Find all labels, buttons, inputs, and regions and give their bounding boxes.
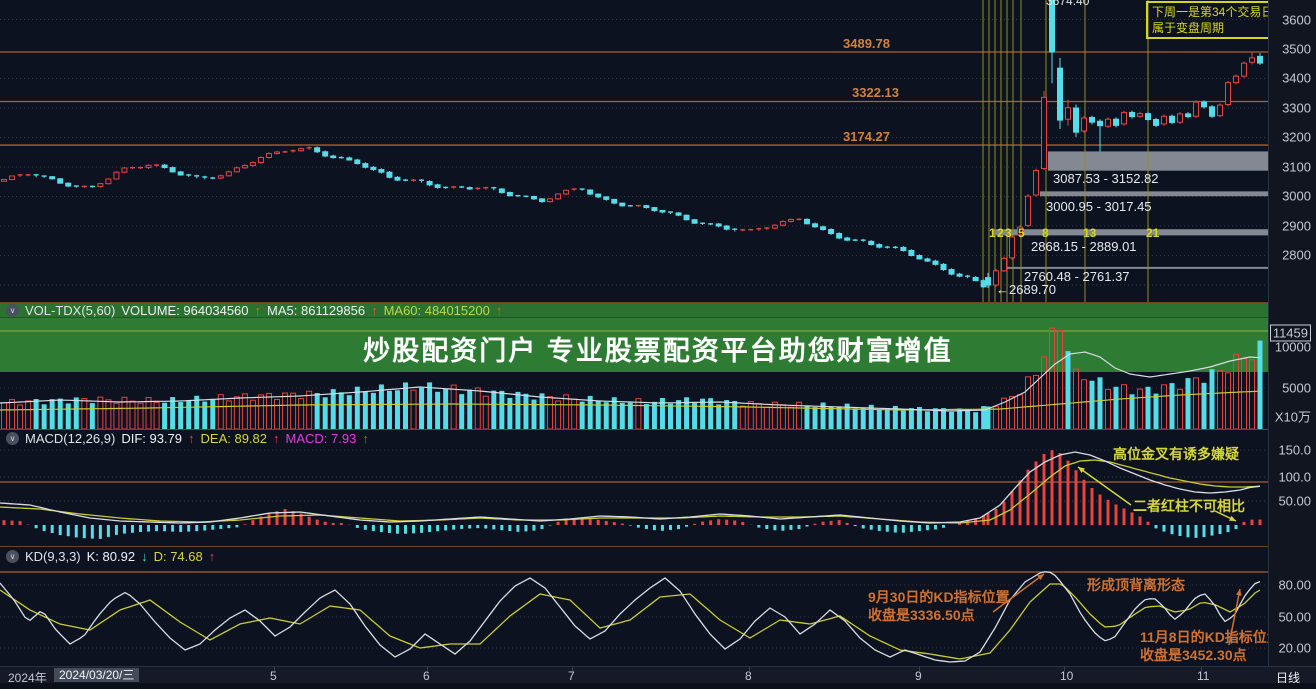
volume-pane-header: ∨ VOL-TDX(5,60) VOLUME: 964034560 ↑ MA5:… [0,303,1268,318]
pane-separator [0,302,1268,303]
macd-annotation-bars: 二者红柱不可相比 [1133,498,1245,514]
volume-chart[interactable] [0,303,1268,429]
axis-label: 3600 [1282,12,1311,27]
year-label: 2024年 [8,671,47,685]
axis-label: 2800 [1282,247,1311,263]
pane-separator [0,546,1268,547]
volume-ma5-value: MA5: 861129856 [267,303,366,318]
pane-separator [0,429,1268,430]
kd-indicator-label: KD(9,3,3) [25,548,81,564]
kd-k-value: K: 80.92 [86,548,136,564]
axis-tick [274,667,275,671]
volume-ma60-value: MA60: 484015200 [383,303,490,318]
ad-banner-text: 炒股配资门户 专业股票配资平台助您财富增值 [363,336,953,366]
period-label[interactable]: 日线 [1276,671,1301,685]
axis-label: 80.00 [1278,577,1311,593]
kd-d-value: D: 74.68 [153,548,203,564]
low-price-label: ←2689.70 [996,282,1056,297]
macd-dea-value: DEA: 89.82 [200,431,268,446]
ma60-up-arrow: ↑ [495,303,503,318]
macd-pane-header: ∨ MACD(12,26,9) DIF: 93.79 ↑ DEA: 89.82 … [0,430,1268,447]
axis-tick [749,667,750,671]
axis-label: 2900 [1282,218,1311,234]
month-label: 7 [568,669,575,683]
volume-up-arrow: ↑ [254,303,262,318]
axis-label: 3400 [1282,70,1311,86]
axis-label: 150.0 [1278,442,1311,458]
collapse-icon[interactable]: ∨ [6,549,19,563]
axis-label: 11459 [1269,324,1311,342]
ma5-up-arrow: ↑ [371,303,378,318]
axis-label: 20.00 [1278,640,1311,656]
cycle-note-line1: 下周一是第34个交易日 [1152,5,1274,19]
axis-tick [1201,667,1202,671]
axis-label: 3300 [1282,100,1311,116]
right-axis-column: 3600 3500 3400 3300 3200 3100 3000 2900 2800 1145… [1268,0,1316,666]
kd-annotation-last-line1: 11月8日的KD指标位置 [1140,629,1281,645]
month-label: 8 [745,669,752,683]
macd-indicator-label: MACD(12,26,9) [25,431,116,446]
bottom-scrollbar[interactable] [0,683,1316,689]
kd-annotation-divergence: 形成顶背离形态 [1087,577,1185,593]
kd-annotation-last: 11月8日的KD指标位置 收盘是3452.30点 [1140,628,1281,664]
volume-indicator-label: VOL-TDX(5,60) [25,303,116,318]
cycle-note-box: 下周一是第34个交易日 属于变盘周期 [1146,1,1280,39]
axis-label: X10万 [1274,409,1311,425]
kd-annotation-peak-line2: 收盘是3336.50点 [868,607,975,623]
axis-label: 3100 [1282,159,1311,175]
date-axis[interactable]: 2024年 2024/03/20/三 日线 5 6 7 8 9 10 11 [0,666,1316,685]
macd-up-arrow: ↑ [362,431,369,446]
month-label: 10 [1060,669,1074,683]
axis-tick [427,667,428,671]
kd-annotation-peak: 9月30日的KD指标位置 收盘是3336.50点 [868,588,1010,624]
ad-banner[interactable]: 炒股配资门户 专业股票配资平台助您财富增值 [0,303,1316,372]
axis-label: 10000 [1274,339,1311,355]
high-price-label: 3674.40 [1046,0,1090,8]
axis-label: 3200 [1282,129,1311,145]
axis-label: 3000 [1282,188,1311,204]
kd-chart[interactable] [0,565,1268,665]
axis-label: 50.00 [1278,493,1311,509]
collapse-icon[interactable]: ∨ [6,304,19,317]
candlestick-chart[interactable] [0,0,1268,302]
k-down-arrow: ↓ [141,548,148,564]
axis-label: 5000 [1282,380,1311,396]
month-label: 6 [423,669,430,683]
axis-label: 50.00 [1278,609,1311,625]
month-label: 11 [1197,669,1210,683]
volume-value: VOLUME: 964034560 [121,303,249,318]
dea-up-arrow: ↑ [273,431,280,446]
dif-up-arrow: ↑ [188,431,195,446]
kd-annotation-peak-line1: 9月30日的KD指标位置 [868,589,1010,605]
axis-tick [919,667,920,671]
crosshair-date-label: 2024/03/20/三 [54,668,140,682]
kd-pane-header: ∨ KD(9,3,3) K: 80.92 ↓ D: 74.68 ↑ [0,548,1268,564]
axis-label: 3500 [1282,41,1311,57]
d-up-arrow: ↑ [208,548,216,564]
macd-dif-value: DIF: 93.79 [121,431,183,446]
kd-annotation-last-line2: 收盘是3452.30点 [1140,647,1247,663]
axis-tick [572,667,573,671]
axis-label: 100.0 [1278,469,1311,485]
macd-annotation-cross: 高位金叉有诱多嫌疑 [1113,446,1239,462]
axis-tick [1064,667,1065,671]
month-label: 9 [915,669,922,683]
month-label: 5 [270,669,277,683]
collapse-icon[interactable]: ∨ [6,432,19,445]
cycle-note-line2: 属于变盘周期 [1152,21,1225,35]
macd-chart[interactable] [0,448,1268,545]
macd-macd-value: MACD: 7.93 [285,431,357,446]
ad-banner-strip [0,303,1268,318]
